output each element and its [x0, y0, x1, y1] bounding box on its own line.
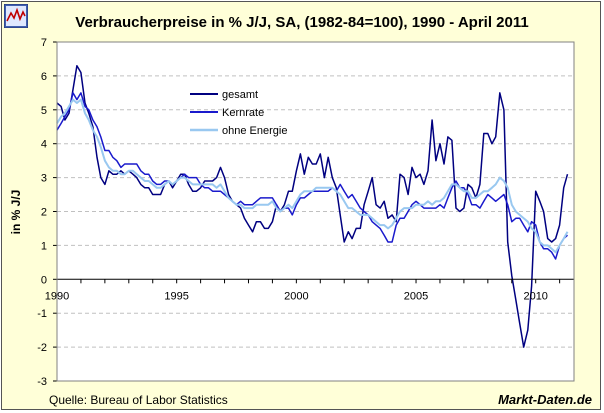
y-tick-label-2: -1: [37, 308, 47, 320]
x-tick-label-0: 1990: [45, 290, 69, 302]
y-tick-label-6: 3: [41, 173, 47, 185]
chart-logo-icon: [4, 4, 28, 28]
series-line-gesamt: [56, 64, 569, 348]
x-tick-label-1: 1995: [164, 290, 188, 302]
series-lines: [56, 64, 569, 348]
brand-label: Markt-Daten.de: [498, 392, 592, 407]
y-tick-label-3: 0: [41, 274, 47, 286]
y-tick-label-7: 4: [41, 139, 47, 151]
x-tick-label-3: 2005: [404, 290, 428, 302]
series-line-ohne-energie: [56, 98, 569, 254]
y-tick-label-0: -3: [37, 376, 47, 388]
y-tick-label-8: 5: [41, 105, 47, 117]
chart-title: Verbraucherpreise in % J/J, SA, (1982-84…: [75, 14, 529, 31]
source-note: Quelle: Bureau of Labor Statistics: [49, 393, 228, 407]
legend-label-1: Kernrate: [222, 107, 264, 119]
y-tick-label-1: -2: [37, 342, 47, 354]
y-tick-label-10: 7: [41, 37, 47, 49]
x-tick-label-4: 2010: [523, 290, 547, 302]
y-tick-label-5: 2: [41, 207, 47, 219]
y-tick-label-9: 6: [41, 71, 47, 83]
y-tick-label-4: 1: [41, 240, 47, 252]
legend-label-2: ohne Energie: [222, 125, 287, 137]
x-tick-label-2: 2000: [284, 290, 308, 302]
legend: gesamt Kernrate ohne Energie: [190, 89, 287, 137]
tick-labels: -3 -2 -1 0 1 2 3 4 5 6 7 1990 1995 2000 2005 2010: [37, 37, 548, 388]
plot-border: [56, 41, 575, 382]
y-axis-label: in % J/J: [9, 190, 23, 235]
axes: [53, 41, 575, 382]
legend-label-0: gesamt: [222, 89, 258, 101]
